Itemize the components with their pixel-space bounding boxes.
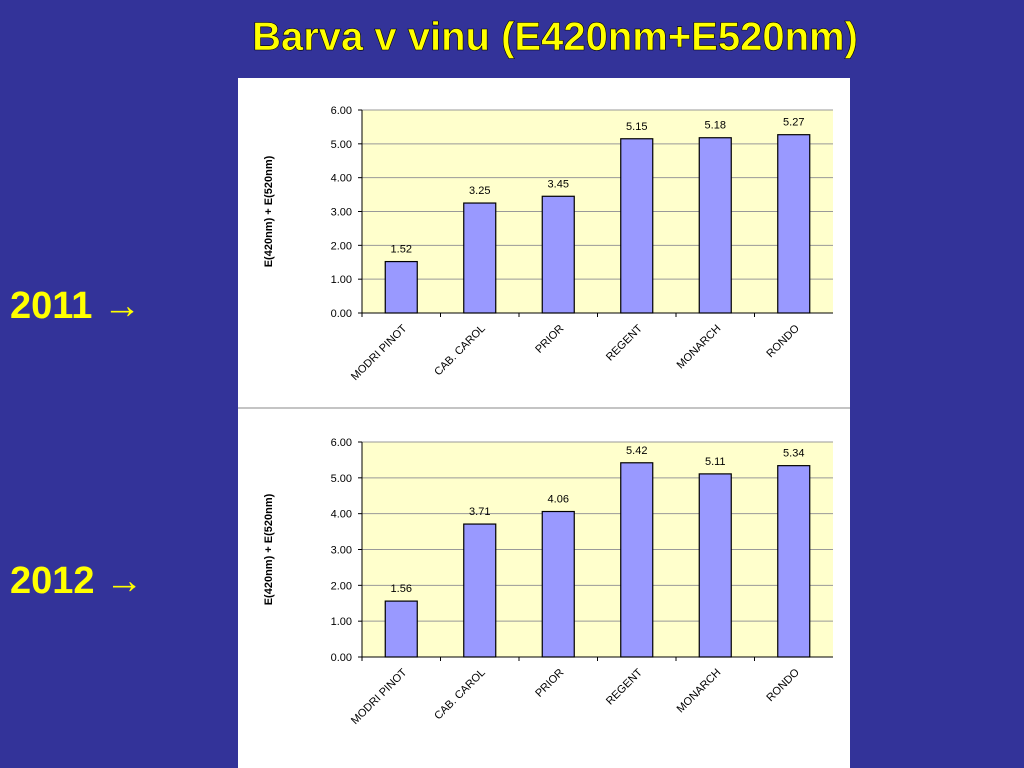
value-label: 5.11 [705, 456, 726, 468]
bar [698, 473, 732, 658]
y-tick-label: 6.00 [331, 437, 352, 449]
y-tick-label: 3.00 [331, 545, 352, 557]
bar [463, 523, 497, 658]
slide-title: Barva v vinu (E420nm+E520nm) [252, 15, 858, 59]
y-tick-label: 0.00 [331, 652, 352, 664]
value-label: 3.71 [469, 506, 490, 518]
bar [620, 462, 654, 658]
bar [384, 260, 418, 314]
y-tick-label: 4.00 [331, 509, 352, 521]
y-tick-label: 5.00 [331, 139, 352, 151]
value-label: 5.34 [783, 448, 804, 460]
value-label: 5.27 [783, 117, 804, 129]
bar [463, 202, 497, 314]
bar [384, 600, 418, 658]
value-label: 1.52 [391, 244, 412, 256]
value-label: 3.25 [469, 185, 490, 197]
value-label: 1.56 [391, 583, 412, 595]
bar [698, 137, 732, 314]
y-tick-label: 5.00 [331, 473, 352, 485]
year-label: 2012 → [10, 560, 143, 602]
y-tick-label: 2.00 [331, 240, 352, 252]
y-tick-label: 2.00 [331, 580, 352, 592]
y-tick-label: 0.00 [331, 308, 352, 320]
value-label: 3.45 [548, 178, 569, 190]
y-tick-label: 3.00 [331, 207, 352, 219]
value-label: 4.06 [548, 494, 569, 506]
y-tick-label: 1.00 [331, 274, 352, 286]
value-label: 5.15 [626, 121, 647, 133]
bar [541, 195, 575, 314]
y-tick-label: 4.00 [331, 173, 352, 185]
y-tick-label: 6.00 [331, 105, 352, 117]
value-label: 5.42 [626, 445, 647, 457]
y-tick-label: 1.00 [331, 616, 352, 628]
y-axis-label: E(420nm) + E(520nm) [263, 493, 275, 605]
value-label: 5.18 [705, 120, 726, 132]
y-axis-label: E(420nm) + E(520nm) [263, 155, 275, 267]
year-label: 2011 → [10, 285, 141, 327]
bar [777, 465, 811, 658]
bar [777, 134, 811, 314]
bar [620, 138, 654, 314]
bar [541, 510, 575, 658]
